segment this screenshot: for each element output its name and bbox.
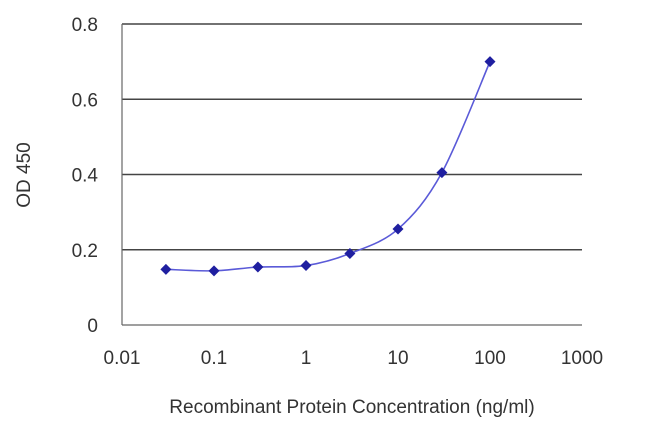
data-point-2 [252, 261, 264, 273]
point-layer [160, 56, 496, 277]
y-axis-label: OD 450 [14, 142, 35, 207]
data-point-6 [436, 167, 448, 179]
x-tick-label-4: 100 [474, 348, 506, 369]
y-tick-label-0: 0 [87, 316, 98, 337]
grid-layer [122, 23, 582, 251]
y-tick-labels: 0 0.2 0.4 0.6 0.8 [72, 15, 99, 337]
x-tick-label-1: 0.1 [201, 348, 227, 369]
x-tick-labels: 0.01 0.1 1 10 100 1000 [104, 348, 604, 369]
y-tick-label-3: 0.6 [72, 90, 98, 111]
y-tick-label-1: 0.2 [72, 241, 98, 262]
x-tick-label-0: 0.01 [104, 348, 141, 369]
y-tick-label-2: 0.4 [72, 166, 99, 187]
data-point-5 [392, 223, 404, 235]
data-point-0 [160, 263, 172, 275]
data-point-7 [484, 56, 496, 68]
data-point-3 [300, 260, 312, 272]
y-tick-label-4: 0.8 [72, 15, 98, 36]
data-point-1 [208, 265, 220, 277]
x-tick-label-2: 1 [301, 348, 312, 369]
x-tick-label-3: 10 [387, 348, 408, 369]
x-axis-label: Recombinant Protein Concentration (ng/ml… [169, 397, 534, 418]
curve-layer [165, 61, 491, 272]
x-tick-label-5: 1000 [561, 348, 603, 369]
plot-frame [121, 24, 582, 326]
data-point-4 [344, 248, 356, 260]
series-0-line [165, 61, 491, 272]
